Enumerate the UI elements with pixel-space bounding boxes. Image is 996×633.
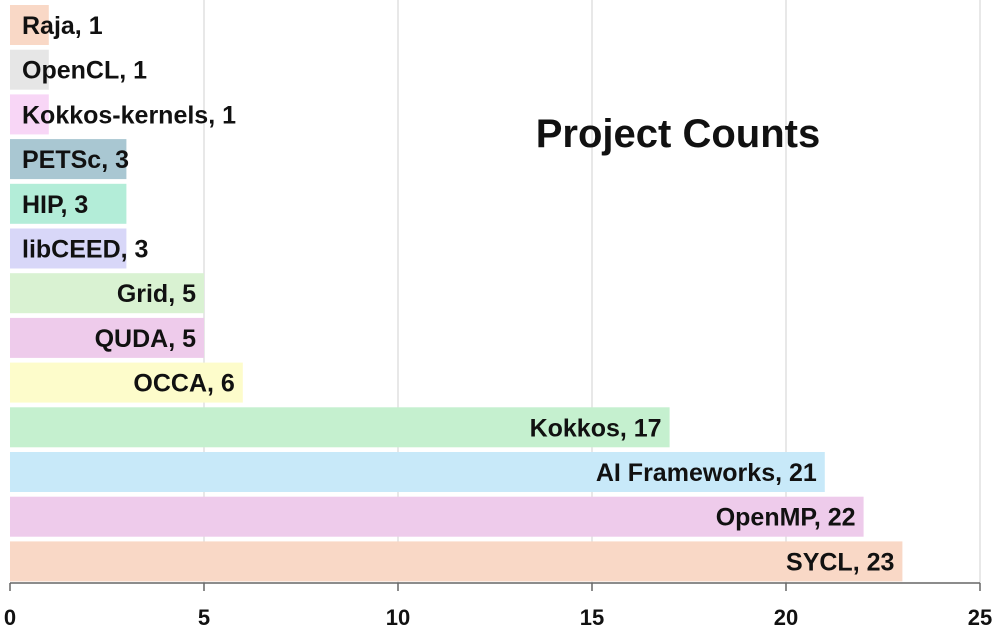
bar-label: SYCL, 23 xyxy=(786,548,894,576)
x-axis: 0 5 10 15 20 25 xyxy=(4,582,992,630)
bar-label: HIP, 3 xyxy=(22,191,88,219)
bar xyxy=(10,49,49,90)
bar-label: AI Frameworks, 21 xyxy=(596,459,817,487)
chart-title: Project Counts xyxy=(536,112,820,156)
bar xyxy=(10,273,204,314)
bar xyxy=(10,407,670,448)
bar-label: OpenMP, 22 xyxy=(716,504,856,532)
bar-label: Raja, 1 xyxy=(22,12,103,40)
bar-label: OCCA, 6 xyxy=(133,370,234,398)
x-tick-label: 5 xyxy=(198,605,210,630)
x-tick-label: 0 xyxy=(4,605,16,630)
bar xyxy=(10,183,127,224)
bar xyxy=(10,94,49,135)
bar xyxy=(10,541,903,582)
bar xyxy=(10,139,127,180)
x-tick-label: 15 xyxy=(580,605,604,630)
grid-lines xyxy=(203,0,981,583)
bar-label: OpenCL, 1 xyxy=(22,57,147,85)
bar-label: Kokkos-kernels, 1 xyxy=(22,101,236,129)
x-tick-label: 25 xyxy=(968,605,992,630)
bar xyxy=(10,228,127,269)
bar xyxy=(10,362,243,403)
bar xyxy=(10,317,204,358)
bar-label: PETSc, 3 xyxy=(22,146,129,174)
bar-label: Kokkos, 17 xyxy=(530,414,662,442)
x-tick-label: 20 xyxy=(774,605,798,630)
bar-label: libCEED, 3 xyxy=(22,236,148,264)
x-tick-label: 10 xyxy=(386,605,410,630)
bars: Raja, 1 OpenCL, 1 Kokkos-kernels, 1 PETSc, … xyxy=(10,5,903,582)
bar xyxy=(10,5,49,45)
bar-label: Grid, 5 xyxy=(117,280,196,308)
bar-label: QUDA, 5 xyxy=(95,325,197,353)
bar xyxy=(10,452,825,492)
bar xyxy=(10,496,864,537)
